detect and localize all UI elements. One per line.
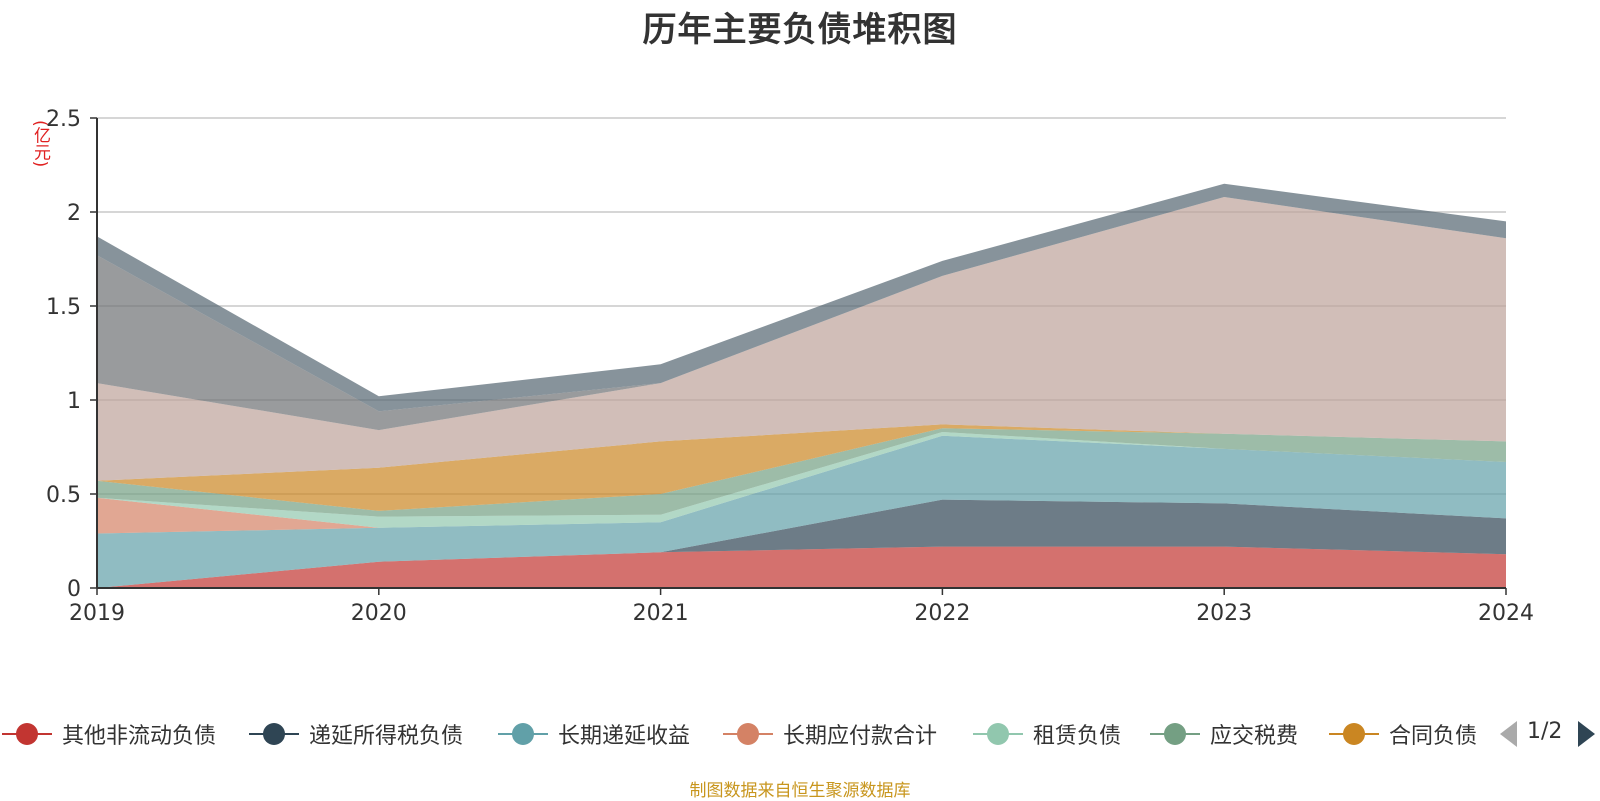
legend-dot	[263, 723, 285, 745]
y-tick-label: 0.5	[46, 483, 81, 508]
x-tick-label: 2023	[1196, 601, 1252, 626]
area-series-合同负债	[97, 424, 1506, 511]
legend-item[interactable]: 长期应付款合计	[723, 714, 937, 754]
x-tick-label: 2019	[69, 601, 125, 626]
x-tick-label: 2020	[351, 601, 407, 626]
legend-dot	[1164, 723, 1186, 745]
legend-dot	[987, 723, 1009, 745]
legend-label: 合同负债	[1389, 724, 1478, 749]
legend-swatch-icon	[249, 714, 299, 754]
legend-dot	[1343, 723, 1365, 745]
legend-label: 其他非流动负债	[62, 724, 217, 749]
y-tick-label: 2	[67, 201, 81, 226]
y-tick-label: 1	[67, 389, 81, 414]
legend-label: 长期递延收益	[558, 724, 691, 749]
legend-item[interactable]: 合同负债	[1329, 714, 1477, 754]
legend-page-indicator: 1/2	[1527, 719, 1563, 744]
y-tick-label: 1.5	[46, 295, 81, 320]
area-series-其他非流动负债	[97, 546, 1506, 588]
legend-swatch-icon	[498, 714, 548, 754]
x-tick-label: 2024	[1478, 601, 1534, 626]
legend-label: 长期应付款合计	[783, 724, 938, 749]
legend-label: 应交税费	[1210, 724, 1299, 749]
legend-next-page-icon[interactable]	[1578, 721, 1595, 747]
area-series-unlabeled	[97, 183, 1506, 412]
legend-swatch-icon	[1150, 714, 1200, 754]
legend-label: 递延所得税负债	[309, 724, 464, 749]
data-source-note: 制图数据来自恒生聚源数据库	[689, 781, 911, 801]
legend-dot	[16, 723, 38, 745]
legend-item[interactable]: 递延所得税负债	[249, 714, 463, 754]
x-tick-label: 2022	[914, 601, 970, 626]
y-axis-unit-label: (亿元)	[30, 120, 50, 168]
legend-prev-page-icon[interactable]	[1500, 721, 1517, 747]
legend-swatch-icon	[723, 714, 773, 754]
legend: 其他非流动负债 递延所得税负债 长期递延收益 长期应付款合计 租赁负债 应交税费 合同负债	[0, 714, 1600, 754]
legend-dot	[512, 723, 534, 745]
legend-label: 租赁负债	[1033, 724, 1122, 749]
legend-swatch-icon	[1329, 714, 1379, 754]
x-tick-label: 2021	[633, 601, 689, 626]
area-series-长期应付款合计	[97, 435, 1506, 534]
legend-dot	[737, 723, 759, 745]
area-series-unlabeled	[97, 197, 1506, 481]
y-tick-label: 2.5	[46, 107, 81, 132]
legend-swatch-icon	[2, 714, 52, 754]
axes: 0 0.5 1 1.5 2 2.5 2019 2020 2021 2022 2023 2024	[46, 107, 1534, 626]
legend-item[interactable]: 其他非流动负债	[2, 714, 216, 754]
legend-pager: 1/2	[1497, 714, 1597, 754]
legend-item[interactable]: 租赁负债	[973, 714, 1121, 754]
area-series-长期递延收益	[97, 435, 1506, 588]
area-series-递延所得税负债	[97, 499, 1506, 588]
stacked-areas	[97, 183, 1506, 588]
y-tick-label: 0	[67, 577, 81, 602]
legend-swatch-icon	[973, 714, 1023, 754]
chart-title: 历年主要负债堆积图	[642, 10, 958, 50]
legend-item[interactable]: 长期递延收益	[498, 714, 690, 754]
area-series-应交税费	[97, 428, 1506, 517]
legend-item[interactable]: 应交税费	[1150, 714, 1298, 754]
